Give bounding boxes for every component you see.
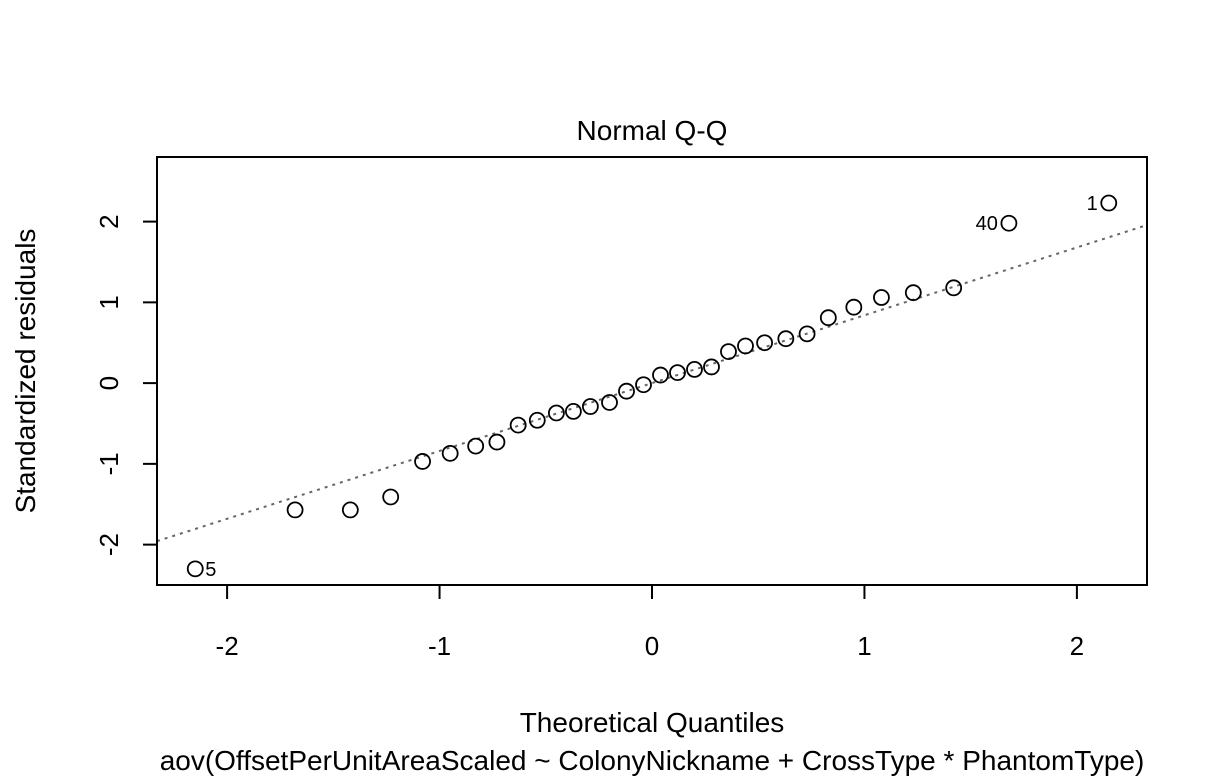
y-axis: -2 -1 0 1 2: [94, 214, 158, 556]
data-point: [509, 416, 527, 434]
data-point: [720, 343, 737, 361]
point-label: 5: [205, 559, 216, 581]
x-tick-label: 0: [645, 631, 659, 661]
points-layer: [186, 194, 1118, 578]
data-point: [1100, 194, 1118, 212]
data-point: [441, 444, 459, 462]
data-point: [873, 289, 890, 306]
point-label: 40: [976, 213, 998, 235]
data-point: [581, 398, 599, 415]
y-tick-label: -1: [94, 452, 124, 475]
data-point: [703, 358, 720, 376]
reference-line-layer: [156, 224, 1148, 543]
data-point: [635, 376, 652, 394]
data-point: [467, 437, 485, 455]
data-point: [686, 360, 703, 378]
data-point: [756, 334, 773, 352]
data-point: [904, 284, 922, 302]
x-axis: -2 -1 0 1 2: [216, 584, 1084, 661]
y-tick-label: 0: [94, 376, 124, 390]
data-point: [286, 501, 304, 519]
data-point: [845, 298, 863, 316]
data-point: [819, 309, 837, 327]
plot-frame: [156, 156, 1148, 586]
data-point: [669, 364, 686, 382]
data-point: [601, 394, 618, 411]
y-tick-label: -2: [94, 533, 124, 556]
data-point: [618, 382, 635, 400]
data-point: [652, 366, 669, 384]
y-tick-label: 2: [94, 214, 124, 228]
data-point: [564, 402, 582, 420]
chart-title: Normal Q-Q: [577, 115, 728, 146]
data-point: [547, 404, 565, 422]
y-axis-label: Standardized residuals: [10, 229, 41, 514]
model-caption: aov(OffsetPerUnitAreaScaled ~ ColonyNick…: [160, 745, 1145, 776]
data-point: [528, 411, 546, 429]
x-tick-label: 1: [857, 631, 871, 661]
data-point: [777, 330, 795, 348]
point-label: 1: [1087, 193, 1098, 215]
data-point: [488, 433, 506, 451]
data-point: [382, 488, 400, 506]
x-tick-label: 2: [1070, 631, 1084, 661]
y-tick-label: 1: [94, 295, 124, 309]
data-point: [186, 560, 204, 578]
data-point: [737, 337, 754, 355]
point-labels-layer: 5 40 1: [205, 193, 1098, 581]
x-tick-label: -2: [216, 631, 239, 661]
qq-reference-line: [156, 224, 1148, 543]
data-point: [414, 453, 431, 470]
data-point: [945, 279, 963, 297]
x-axis-label: Theoretical Quantiles: [520, 707, 785, 738]
data-point: [341, 501, 359, 519]
data-point: [1000, 214, 1018, 232]
data-point: [798, 325, 816, 343]
x-tick-label: -1: [428, 631, 451, 661]
